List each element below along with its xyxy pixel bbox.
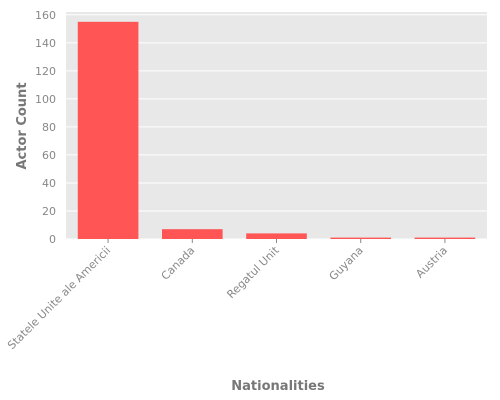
y-tick-label: 160 — [35, 9, 56, 22]
y-axis-title: Actor Count — [15, 82, 30, 169]
x-tick-label: Guyana — [327, 244, 366, 283]
x-tick-label: Statele Unite ale Americii — [5, 244, 113, 352]
bar — [330, 237, 392, 239]
y-tick-label: 100 — [35, 93, 56, 106]
x-axis-ticks: Statele Unite ale Americii Canada Regatul … — [5, 239, 450, 352]
bar — [161, 229, 223, 239]
y-tick-label: 40 — [42, 177, 56, 190]
y-tick-label: 0 — [49, 233, 56, 246]
x-tick-label: Canada — [159, 244, 198, 283]
y-axis-ticks: 0 20 40 60 80 100 120 140 160 — [35, 9, 56, 246]
x-axis-title: Nationalities — [231, 379, 325, 394]
bar — [246, 233, 307, 239]
y-tick-label: 120 — [35, 65, 56, 78]
y-tick-label: 20 — [42, 205, 56, 218]
x-tick-label: Regatul Unit — [224, 243, 282, 301]
bars — [77, 21, 476, 240]
y-tick-label: 60 — [42, 149, 56, 162]
x-tick-label: Austria — [413, 244, 450, 281]
bar — [77, 21, 139, 240]
y-tick-label: 140 — [35, 37, 56, 50]
bar — [414, 237, 476, 239]
y-tick-label: 80 — [42, 121, 56, 134]
